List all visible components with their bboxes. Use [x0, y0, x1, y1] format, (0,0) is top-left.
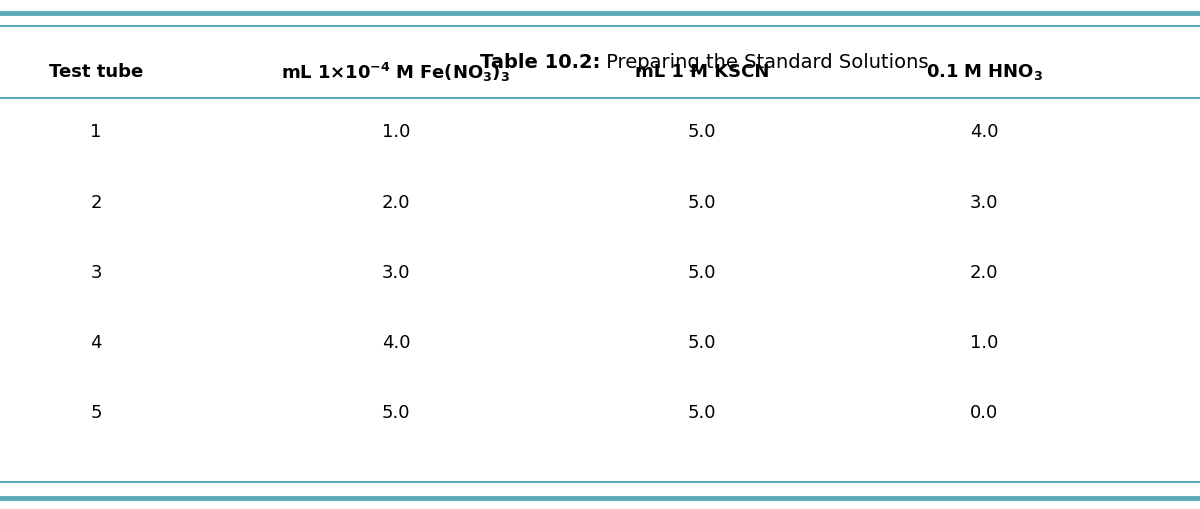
Text: 5.0: 5.0 — [382, 404, 410, 422]
Text: 2: 2 — [90, 193, 102, 212]
Text: 5: 5 — [90, 404, 102, 422]
Text: 5.0: 5.0 — [688, 404, 716, 422]
Text: 4.0: 4.0 — [970, 123, 998, 142]
Text: 1: 1 — [90, 123, 102, 142]
Text: 5.0: 5.0 — [688, 123, 716, 142]
Text: $\mathbf{mL\ 1{\times}10^{-4}\ M\ Fe(NO_3)_3}$: $\mathbf{mL\ 1{\times}10^{-4}\ M\ Fe(NO_… — [282, 61, 510, 84]
Text: 3.0: 3.0 — [382, 264, 410, 282]
Text: Test tube: Test tube — [49, 63, 143, 81]
Text: 1.0: 1.0 — [970, 334, 998, 352]
Text: 1.0: 1.0 — [382, 123, 410, 142]
Text: mL 1 M KSCN: mL 1 M KSCN — [635, 63, 769, 81]
Text: Table 10.2:: Table 10.2: — [480, 52, 600, 72]
Text: 3: 3 — [90, 264, 102, 282]
Text: $\mathbf{0.1\ M\ HNO_3}$: $\mathbf{0.1\ M\ HNO_3}$ — [925, 62, 1043, 82]
Text: 3.0: 3.0 — [970, 193, 998, 212]
Text: 5.0: 5.0 — [688, 193, 716, 212]
Text: 4: 4 — [90, 334, 102, 352]
Text: 2.0: 2.0 — [382, 193, 410, 212]
Text: 0.0: 0.0 — [970, 404, 998, 422]
Text: 2.0: 2.0 — [970, 264, 998, 282]
Text: Preparing the Standard Solutions: Preparing the Standard Solutions — [600, 52, 929, 72]
Text: 5.0: 5.0 — [688, 334, 716, 352]
Text: 4.0: 4.0 — [382, 334, 410, 352]
Text: 5.0: 5.0 — [688, 264, 716, 282]
